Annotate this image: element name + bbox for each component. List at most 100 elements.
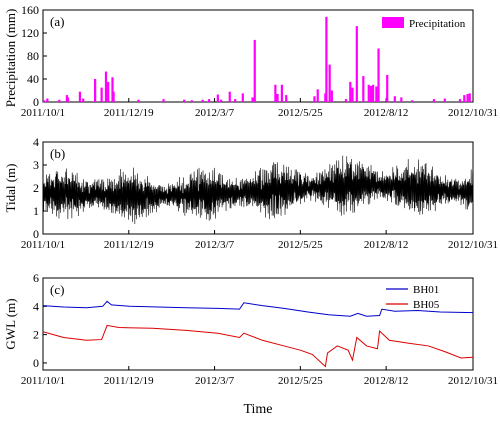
- precipitation-bar: [443, 98, 446, 102]
- x-tick-label: 2011/10/1: [21, 375, 65, 387]
- x-tick-label: 2012/8/12: [364, 375, 409, 387]
- precipitation-bar: [400, 97, 403, 102]
- precipitation-bar: [104, 71, 108, 102]
- precipitation-bar: [458, 99, 462, 102]
- x-tick-label: 2011/10/1: [21, 107, 65, 119]
- precipitation-bar: [463, 95, 466, 102]
- legend-precipitation-label: Precipitation: [409, 18, 466, 30]
- x-tick-label: 2012/5/25: [278, 375, 323, 387]
- x-tick-label: 2012/10/31: [448, 239, 498, 251]
- tidal-series: [42, 155, 474, 225]
- precipitation-bar: [251, 97, 254, 102]
- legend-precipitation-swatch: [382, 17, 404, 28]
- gwl-series: [42, 300, 474, 368]
- y-tick-label: 3: [33, 158, 39, 172]
- precipitation-bar: [208, 99, 211, 102]
- y-tick-label: 6: [33, 271, 39, 285]
- precipitation-bar: [216, 94, 219, 102]
- precipitation-bar: [183, 99, 186, 102]
- y-tick-label: 40: [27, 72, 39, 86]
- x-tick-label: 2012/10/31: [448, 107, 498, 119]
- x-tick-label: 2012/3/7: [195, 239, 235, 251]
- precipitation-bar: [313, 96, 316, 102]
- panel-c-ylabel: GWL (m): [3, 298, 18, 349]
- panel-a-label: (a): [50, 14, 64, 29]
- y-tick-label: 4: [33, 135, 39, 149]
- precipitation-bar: [241, 93, 244, 102]
- precipitation-bar: [190, 100, 193, 102]
- precipitation-bar: [94, 79, 97, 102]
- precipitation-bar: [344, 99, 348, 102]
- x-axis-title: Time: [243, 402, 272, 417]
- panel-c-legend: BH01 BH05: [386, 284, 440, 311]
- precipitation-bar: [82, 98, 85, 102]
- x-tick-label: 2012/3/7: [195, 375, 235, 387]
- precipitation-bar: [466, 93, 469, 102]
- y-tick-label: 120: [21, 26, 39, 40]
- precipitation-bar: [137, 99, 140, 102]
- precipitation-bar: [367, 84, 370, 102]
- gwl-line-bh01: [42, 300, 474, 317]
- x-tick-label: 2011/12/19: [104, 107, 154, 119]
- precipitation-bar: [58, 99, 61, 102]
- precipitation-bar: [100, 87, 103, 102]
- precipitation-bar: [328, 64, 331, 102]
- panel-b-ylabel: Tidal (m): [3, 164, 18, 213]
- y-tick-label: 0: [33, 95, 39, 109]
- y-tick-label: 2: [33, 181, 39, 195]
- precipitation-bar: [432, 99, 436, 102]
- precipitation-bar: [411, 100, 414, 102]
- precipitation-bar: [201, 99, 204, 102]
- x-tick-label: 2012/10/31: [448, 375, 498, 387]
- precipitation-bar: [362, 76, 365, 102]
- precipitation-bar: [280, 84, 283, 102]
- y-tick-label: 2: [33, 328, 39, 342]
- x-tick-label: 2012/3/7: [195, 107, 235, 119]
- precipitation-bar: [375, 86, 378, 102]
- tidal-line: [42, 155, 474, 225]
- precipitation-bar: [42, 100, 46, 102]
- precipitation-bar: [78, 91, 82, 102]
- legend-bh01-label: BH01: [413, 284, 439, 296]
- x-tick-label: 2011/10/1: [21, 239, 65, 251]
- x-tick-label: 2011/12/19: [104, 375, 154, 387]
- precipitation-bar: [316, 89, 319, 102]
- x-tick-label: 2012/8/12: [364, 107, 409, 119]
- x-tick-label: 2012/8/12: [364, 239, 409, 251]
- precipitation-bar: [468, 93, 471, 102]
- precipitation-bar: [112, 91, 115, 102]
- y-tick-label: 0: [33, 227, 39, 241]
- x-tick-label: 2012/5/25: [278, 107, 323, 119]
- precipitation-bar: [386, 74, 389, 102]
- gwl-line-bh05: [42, 324, 474, 368]
- precipitation-bars: [42, 16, 471, 103]
- legend-bh05-label: BH05: [413, 299, 440, 311]
- precipitation-bar: [276, 93, 279, 102]
- precipitation-bar: [372, 84, 375, 102]
- y-tick-label: 160: [21, 3, 39, 17]
- precipitation-bar: [274, 84, 277, 102]
- panel-c-label: (c): [50, 282, 64, 297]
- precipitation-bar: [107, 81, 110, 102]
- precipitation-bar: [285, 95, 288, 102]
- precipitation-bar: [393, 96, 396, 102]
- panel-c-frame: [42, 277, 474, 371]
- x-tick-label: 2012/5/25: [278, 239, 323, 251]
- precipitation-bar: [330, 90, 333, 102]
- precipitation-bar: [66, 97, 70, 102]
- precipitation-bar: [228, 91, 231, 102]
- panel-a-legend: Precipitation: [382, 17, 466, 30]
- panel-b-label: (b): [50, 146, 65, 161]
- y-tick-label: 80: [27, 49, 39, 63]
- precipitation-bar: [253, 39, 256, 102]
- x-tick-label: 2011/12/19: [104, 239, 154, 251]
- precipitation-bar: [351, 87, 354, 102]
- precipitation-bar: [46, 98, 49, 102]
- precipitation-bar: [369, 85, 373, 102]
- y-tick-label: 0: [33, 356, 39, 370]
- y-tick-label: 4: [33, 299, 39, 313]
- precipitation-bar: [219, 99, 223, 102]
- precipitation-bar: [162, 99, 165, 102]
